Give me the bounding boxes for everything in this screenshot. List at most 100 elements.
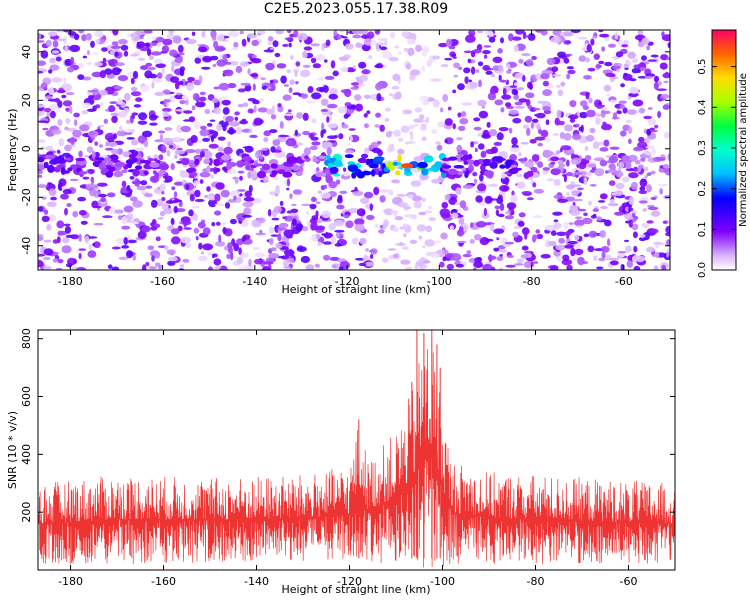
spectrogram-cell <box>198 242 203 250</box>
spectrogram-cell <box>354 103 364 112</box>
band-cell <box>628 154 638 162</box>
band-cell <box>573 171 583 176</box>
spectrogram-cell <box>658 81 662 86</box>
spectrogram-cell <box>38 32 42 40</box>
spectrogram-cell <box>337 106 347 114</box>
spectrogram-cell <box>498 249 507 253</box>
spectrogram-cell <box>479 173 484 182</box>
spectrogram-cell <box>46 201 57 208</box>
spectrogram-cell <box>639 179 648 187</box>
spectrogram-cell <box>82 76 92 81</box>
band-cell <box>247 171 252 179</box>
spectrogram-cell <box>384 208 394 216</box>
spectrogram-cell <box>48 31 58 37</box>
spectrogram-cell <box>94 61 103 67</box>
spectrogram-cell <box>162 89 171 95</box>
spectrogram-cell <box>592 141 600 150</box>
spectrogram-cell <box>240 82 251 86</box>
spectrogram-cell <box>194 57 202 64</box>
spectrogram-cell <box>113 48 120 54</box>
band-cell <box>628 172 639 179</box>
spectrogram-cell <box>38 235 44 242</box>
spectrogram-cell <box>86 146 94 154</box>
y-tick-label: 40 <box>20 45 33 59</box>
spectrogram-cell <box>267 86 272 89</box>
spectrogram-cell <box>520 254 529 259</box>
spectrogram-cell <box>171 65 175 72</box>
spectrogram-cell <box>329 256 340 261</box>
band-cell <box>254 163 264 167</box>
spectrogram-cell <box>650 54 659 58</box>
spectrogram-cell <box>614 190 624 197</box>
spectrogram-cell <box>302 130 311 136</box>
spectrogram-cell <box>568 114 579 120</box>
spectrogram-cell <box>212 35 217 41</box>
spectrogram-cell <box>97 126 101 130</box>
spectrogram-cell <box>345 220 354 229</box>
band-cell <box>158 154 164 161</box>
spectrogram-cell <box>161 107 172 112</box>
spectrogram-cell <box>444 194 451 201</box>
spectrogram-cell <box>94 141 99 147</box>
spectrogram-cell <box>446 263 454 270</box>
snr-axes: -180 -160 -140 -120 -100 -80 -60 200 400 600 800 <box>20 328 675 588</box>
spectrogram-cell <box>157 72 163 80</box>
spectrogram-cell <box>485 70 493 75</box>
spectrogram-cell <box>289 79 295 85</box>
spectrogram-cell <box>306 211 310 216</box>
spectrogram-cell <box>179 100 186 105</box>
spectrogram-cell <box>308 133 315 139</box>
spectrogram-cell <box>283 229 295 238</box>
spectrogram-cell <box>268 237 274 246</box>
spectrogram-cell <box>87 91 94 97</box>
spectrogram-cell <box>650 210 661 217</box>
spectrogram-cell <box>567 69 576 75</box>
spectrogram-cell <box>126 184 131 192</box>
spectrogram-cell <box>599 33 610 38</box>
band-cell <box>542 167 550 171</box>
x-tick-label: -80 <box>523 275 541 288</box>
spectrogram-cell <box>404 214 415 218</box>
spectrogram-cell <box>532 234 538 240</box>
spectrogram-cell <box>651 148 656 155</box>
spectrogram-cell <box>540 30 548 36</box>
spectrogram-cell <box>310 197 318 203</box>
spectrogram-cell <box>557 89 564 97</box>
band-cell <box>347 164 359 172</box>
spectrogram-cell <box>596 266 604 270</box>
band-cell <box>397 154 402 162</box>
spectrogram-cell <box>349 135 353 142</box>
spectrogram-cell <box>191 105 196 111</box>
spectrogram-cell <box>589 127 596 134</box>
spectrogram-cell <box>40 82 48 89</box>
spectrogram-cell <box>574 248 584 256</box>
spectrogram-cell <box>609 99 617 103</box>
spectrogram-cell <box>255 232 266 236</box>
spectrogram-cell <box>142 264 147 270</box>
spectrogram-cell <box>638 107 646 114</box>
spectrogram-cell <box>52 252 59 255</box>
spectrogram-cell <box>295 223 303 232</box>
spectrogram-cell <box>562 254 570 261</box>
spectrogram-cell <box>665 71 669 76</box>
band-cell <box>423 155 434 163</box>
spectrogram-cell <box>167 260 176 266</box>
spectrogram-cell <box>469 239 475 244</box>
spectrogram-cell <box>310 222 318 231</box>
spectrogram-cell <box>332 70 339 77</box>
spectrogram-cell <box>398 51 402 55</box>
spectrogram-cell <box>111 115 118 124</box>
spectrogram-cell <box>521 53 531 57</box>
spectrogram-cell <box>583 233 590 238</box>
band-cell <box>489 161 498 169</box>
spectrogram-cell <box>662 220 668 224</box>
spectrogram-cell <box>440 64 449 68</box>
spectrogram-cell <box>327 123 338 129</box>
spectrogram-cell <box>173 205 178 214</box>
spectrogram-cell <box>343 214 350 219</box>
spectrogram-cell <box>387 248 397 251</box>
spectrogram-cell <box>150 199 158 208</box>
spectrogram-cell <box>358 61 367 69</box>
spectrogram-cell <box>530 122 535 129</box>
spectrogram-cell <box>413 124 419 127</box>
